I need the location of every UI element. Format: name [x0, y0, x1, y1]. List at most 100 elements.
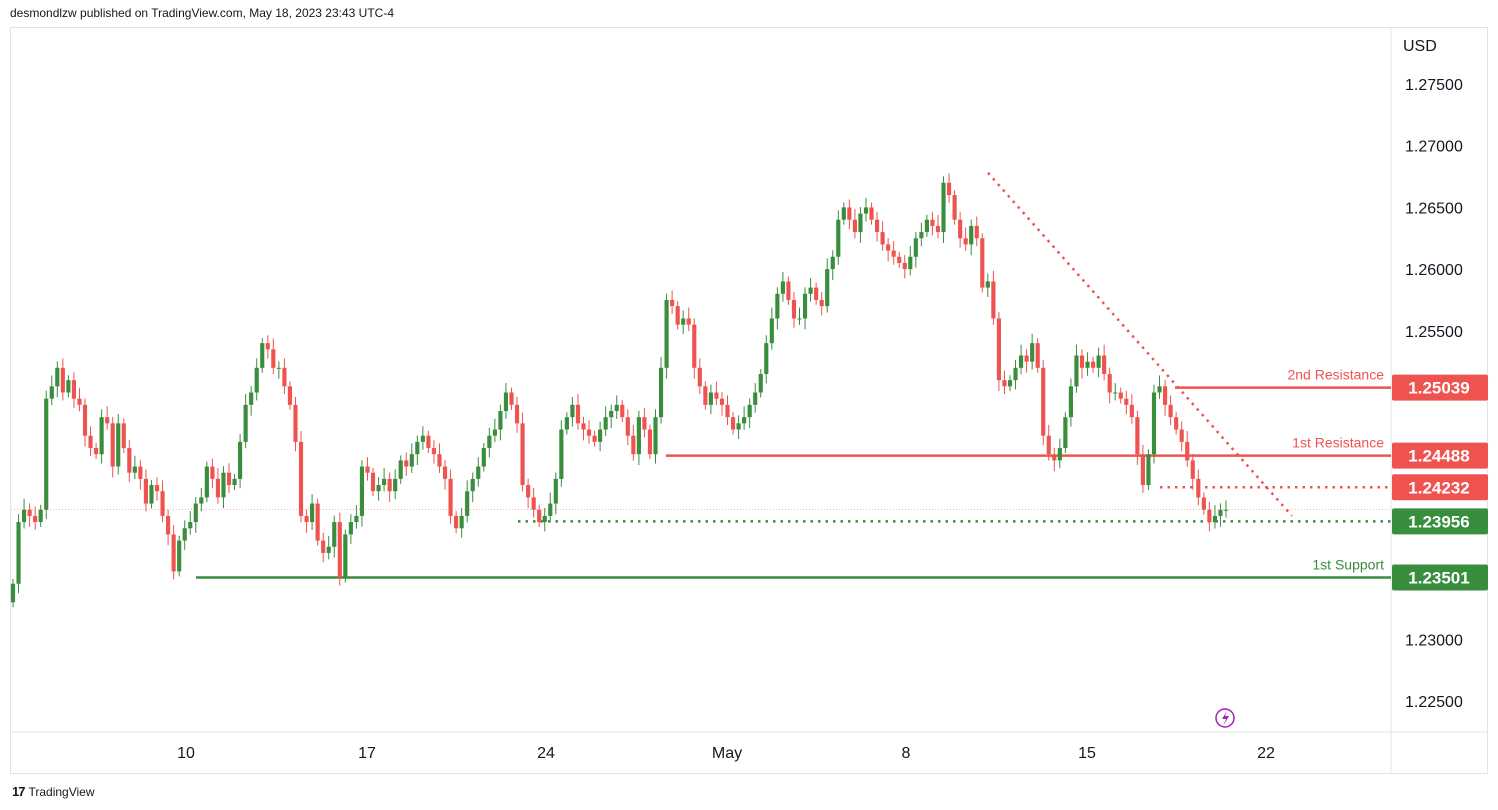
candle-body — [1118, 392, 1123, 399]
candle-body — [863, 207, 869, 214]
x-tick-label: 15 — [1078, 745, 1096, 762]
candle-body — [1068, 386, 1073, 418]
candle-body — [492, 429, 497, 436]
chart-frame — [10, 27, 1488, 774]
candle-body — [1140, 454, 1145, 486]
candle-body — [321, 540, 326, 553]
candle-body — [487, 435, 492, 449]
x-tick-label: 17 — [358, 745, 376, 762]
candle-body — [692, 324, 697, 368]
candle-body — [786, 281, 791, 300]
candle-body — [603, 417, 608, 430]
publisher-credit: desmondlzw published on TradingView.com,… — [10, 6, 394, 20]
candle-body — [548, 503, 553, 516]
candle-body — [1124, 398, 1129, 405]
candle-body — [802, 293, 808, 319]
candle-body — [1212, 515, 1217, 523]
candle-body — [38, 509, 43, 523]
candle-body — [326, 546, 331, 553]
candle-body — [1046, 435, 1051, 455]
candle-body — [221, 472, 226, 498]
candle-body — [1129, 404, 1134, 418]
candle-body — [891, 250, 896, 257]
candle-body — [808, 287, 813, 294]
candle-body — [22, 509, 27, 523]
candle-body — [448, 478, 453, 516]
candle-body — [503, 392, 509, 412]
candle-body — [33, 515, 38, 523]
candle-body — [797, 318, 802, 320]
level-price-text: 1.24232 — [1408, 478, 1469, 497]
candle-body — [620, 404, 625, 418]
candle-body — [409, 454, 414, 467]
candle-body — [337, 522, 342, 578]
candle-body — [969, 225, 974, 245]
candle-body — [481, 448, 486, 467]
candle-body — [1090, 361, 1096, 368]
level-price-tag — [1392, 374, 1488, 401]
candle-body — [586, 429, 592, 436]
level-price-tag — [1392, 564, 1488, 591]
candle-body — [49, 386, 54, 399]
candle-body — [719, 398, 725, 405]
candle-body — [980, 238, 985, 288]
candle-body — [354, 515, 359, 523]
candle-body — [243, 404, 248, 442]
candle-body — [819, 299, 824, 307]
candle-body — [974, 225, 979, 239]
candle-body — [686, 318, 691, 325]
time-axis: 10 17 24 May 8 15 22 — [177, 745, 1275, 762]
candle-body — [1079, 355, 1085, 368]
candle-body — [1018, 355, 1024, 368]
candle-body — [775, 293, 780, 319]
candle-body — [282, 367, 287, 387]
candle-body — [520, 423, 525, 486]
x-tick-label: 24 — [537, 745, 555, 762]
y-tick-label: 1.23000 — [1405, 632, 1463, 649]
candle-body — [647, 429, 653, 455]
candle-body — [880, 232, 885, 245]
candle-body — [226, 472, 232, 486]
candle-body — [636, 417, 641, 455]
candle-body — [160, 491, 165, 516]
candle-body — [88, 435, 93, 449]
grid-layer — [11, 28, 1488, 774]
y-tick-label: 1.27500 — [1405, 77, 1463, 94]
candle-body — [670, 299, 675, 307]
candle-body — [592, 435, 597, 442]
candle-body — [110, 423, 115, 467]
candle-body — [758, 373, 763, 393]
candle-body — [509, 392, 514, 405]
candle-body — [1030, 343, 1035, 362]
trendline-layer — [987, 172, 1293, 517]
candle-body — [348, 522, 353, 535]
candle-body — [1174, 417, 1179, 430]
candle-body — [1052, 454, 1057, 461]
candle-body — [376, 485, 381, 492]
candle-body — [609, 411, 614, 418]
candle-body — [537, 509, 542, 523]
candle-body — [1013, 367, 1018, 381]
candle-body — [1157, 386, 1162, 393]
candle-body — [232, 478, 237, 486]
candle-body — [946, 182, 952, 196]
candle-body — [769, 318, 774, 344]
y-tick-label: 1.27000 — [1405, 139, 1463, 156]
candle-body — [930, 219, 935, 226]
candle-body — [742, 417, 747, 424]
lightning-icon[interactable] — [1215, 708, 1235, 728]
candle-body — [1113, 392, 1118, 394]
candle-body — [94, 448, 99, 455]
candle-body — [531, 497, 536, 510]
level-price-text: 1.24488 — [1408, 447, 1469, 466]
candle-body — [393, 478, 398, 492]
candle-body — [575, 404, 581, 424]
candle-body — [66, 380, 71, 393]
level-price-text: 1.23956 — [1408, 512, 1469, 531]
y-tick-label: 1.25500 — [1405, 324, 1463, 341]
candle-body — [825, 269, 830, 307]
candle-body — [736, 423, 741, 430]
level-price-tag — [1392, 474, 1488, 501]
tradingview-logo[interactable]: 17 TradingView — [12, 784, 95, 799]
